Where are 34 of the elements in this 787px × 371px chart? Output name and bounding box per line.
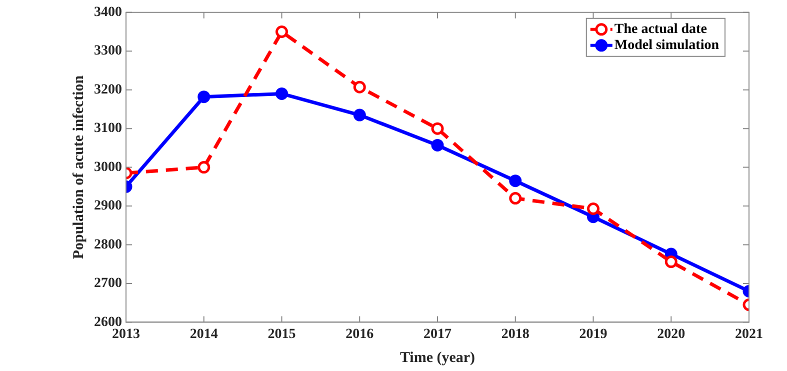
- x-tick-label: 2015: [268, 327, 296, 342]
- y-tick-label: 2700: [94, 276, 122, 292]
- point: [664, 256, 678, 268]
- point: [431, 138, 444, 152]
- y-tick-label: 2600: [94, 314, 122, 330]
- point: [276, 26, 288, 38]
- x-axis-title: Time (year): [400, 350, 476, 366]
- x-tick-label: 2013: [112, 327, 140, 342]
- x-tick-label: 2020: [657, 327, 686, 342]
- x-tick-label: 2016: [346, 327, 374, 342]
- legend-label: The actual date: [614, 22, 707, 38]
- point: [353, 80, 366, 94]
- point: [353, 108, 366, 122]
- x-tick-label: 2018: [501, 327, 530, 342]
- x-tick-label: 2017: [424, 327, 452, 342]
- y-axis-title: Population of acute infection: [70, 74, 87, 260]
- point: [198, 90, 210, 104]
- point: [509, 192, 522, 205]
- y-tick-label: 3100: [94, 121, 122, 136]
- y-tick-label: 2900: [94, 198, 122, 214]
- legend-label: Model simulation: [614, 38, 720, 54]
- point: [198, 161, 210, 174]
- y-tick-label: 3000: [94, 160, 122, 175]
- y-tick-label: 2800: [94, 237, 122, 252]
- point: [431, 122, 444, 135]
- y-tick-label: 3400: [94, 5, 122, 20]
- point: [587, 202, 600, 215]
- x-tick-label: 2014: [190, 327, 218, 342]
- point: [509, 174, 522, 188]
- y-tick-label: 3200: [94, 82, 122, 98]
- point: [276, 87, 288, 100]
- x-tick-label: 2021: [735, 327, 763, 342]
- y-tick-label: 3300: [94, 44, 122, 59]
- x-tick-label: 2019: [579, 327, 608, 342]
